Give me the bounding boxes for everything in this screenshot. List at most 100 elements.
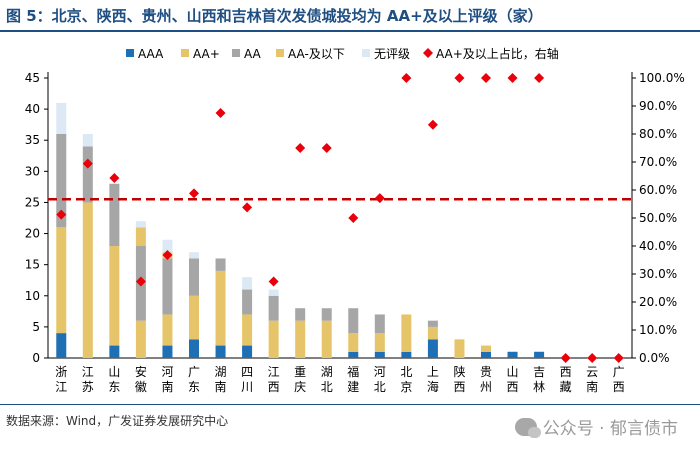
y-tick-label: 15 (25, 258, 40, 272)
x-tick-label: 南 (161, 379, 173, 394)
ratio-point (587, 353, 598, 363)
bar-segment-AAA (56, 333, 67, 358)
bar-segment-AAA (348, 351, 359, 358)
x-tick-label: 徽 (135, 379, 147, 394)
x-tick-label: 南 (215, 379, 227, 394)
bar-segment-AA (109, 183, 120, 246)
bar-segment-AAA (189, 339, 199, 358)
x-tick-label: 河 (374, 365, 386, 379)
x-tick-label: 林 (533, 380, 545, 394)
x-tick-label: 福 (347, 364, 359, 379)
x-tick-label: 广 (613, 365, 625, 379)
stacked-bar-chart: 0 5 10 15 20 25 30 35 40 45 0.0% 10.0% 20.0% 30.0% 40.… (25, 46, 685, 394)
x-tick-label: 建 (347, 380, 359, 394)
bar-segment-AA (268, 295, 279, 321)
y2-tick-label: 0.0% (639, 351, 670, 365)
legend-swatch (126, 49, 134, 57)
x-tick-label: 四 (241, 365, 253, 379)
ratio-point (162, 249, 173, 260)
x-tick-label: 安 (135, 364, 147, 379)
bar-segment-AA+ (401, 314, 412, 352)
bar-segment-无评级 (135, 221, 146, 228)
x-tick-label: 西 (613, 380, 625, 394)
ratio-point (82, 158, 93, 169)
bar-segment-AA-及以下 (135, 227, 146, 246)
ratio-point (401, 73, 412, 83)
bar-segment-AA (242, 289, 253, 315)
y-tick-label: 40 (25, 102, 40, 116)
bar-segment-AA+ (242, 314, 253, 346)
ratio-point (321, 143, 332, 153)
legend-label: AA+及以上占比，右轴 (436, 46, 559, 61)
bar-segment-无评级 (162, 239, 173, 253)
bar-segment-AA+ (268, 320, 279, 358)
legend-swatch (276, 49, 284, 57)
x-tick-label: 川 (241, 380, 253, 394)
y2-tick-label: 10.0% (639, 323, 677, 337)
bar-segment-AA+ (189, 295, 199, 340)
bar-segment-无评级 (242, 277, 253, 290)
ratio-point (109, 172, 120, 183)
bar-segment-AA (348, 308, 359, 334)
bar-segment-AA (56, 134, 67, 228)
bar-segment-无评级 (189, 252, 199, 259)
x-tick-label: 上 (427, 365, 439, 379)
watermark: 公众号 · 郁言债市 (514, 414, 678, 439)
x-tick-label: 西 (507, 380, 519, 394)
ratio-point (56, 209, 67, 220)
x-tick-label: 浙 (55, 365, 67, 379)
bar-segment-AAA (109, 345, 120, 358)
bar-segment-AA (189, 258, 199, 296)
bar-segment-AAA (242, 345, 253, 358)
x-tick-label: 河 (161, 365, 173, 379)
x-tick-label: 广 (188, 365, 200, 379)
bar-segment-AA+ (215, 270, 226, 346)
ratio-point (348, 213, 359, 223)
bar-segment-AA (215, 258, 226, 271)
wechat-icon (514, 417, 541, 438)
legend-swatch (181, 49, 189, 57)
y-tick-label: 45 (25, 71, 40, 85)
x-tick-label: 江 (82, 365, 94, 379)
x-tick-label: 江 (268, 365, 280, 379)
bar-segment-AA+ (374, 333, 385, 352)
x-tick-label: 东 (108, 380, 120, 394)
bar-segment-AAA (162, 345, 173, 358)
ratio-point (560, 353, 571, 363)
ratio-point (215, 108, 226, 118)
x-tick-label: 江 (55, 380, 67, 394)
ratio-point (242, 202, 253, 213)
ratio-point (189, 188, 199, 199)
bar-segment-AAA (427, 339, 438, 358)
bar-segment-AAA (507, 351, 518, 358)
ratio-point (427, 119, 438, 130)
x-tick-label: 东 (188, 380, 200, 394)
y2-tick-label: 50.0% (639, 211, 677, 225)
legend-label: AA-及以下 (288, 47, 345, 61)
x-tick-label: 西 (268, 380, 280, 394)
bar-segment-AA+ (321, 320, 332, 358)
x-tick-label: 山 (108, 365, 120, 379)
x-tick-label: 庆 (294, 380, 306, 394)
bar-segment-AA (427, 320, 438, 327)
bar-segment-AA (321, 308, 332, 321)
x-tick-label: 陕 (453, 364, 465, 379)
x-tick-label: 重 (294, 365, 306, 379)
x-tick-label: 西 (453, 380, 465, 394)
x-tick-label: 南 (586, 379, 598, 394)
bar-segment-AA+ (56, 227, 67, 334)
bar-segment-AA+ (295, 320, 306, 358)
y-tick-label: 10 (25, 289, 40, 303)
bar-segment-AAA (534, 351, 545, 358)
y-tick-label: 0 (32, 351, 40, 365)
x-tick-label: 京 (400, 380, 412, 394)
bar-segment-无评级 (56, 102, 67, 134)
ratio-point (613, 353, 624, 363)
source-note: 数据来源：Wind，广发证券发展研究中心 (6, 414, 229, 428)
x-tick-label: 藏 (560, 380, 572, 394)
source-divider (0, 404, 700, 405)
bar-segment-AA+ (82, 202, 93, 358)
ratio-point (268, 276, 279, 287)
x-tick-label: 云 (586, 365, 598, 379)
legend-swatch (423, 48, 433, 58)
